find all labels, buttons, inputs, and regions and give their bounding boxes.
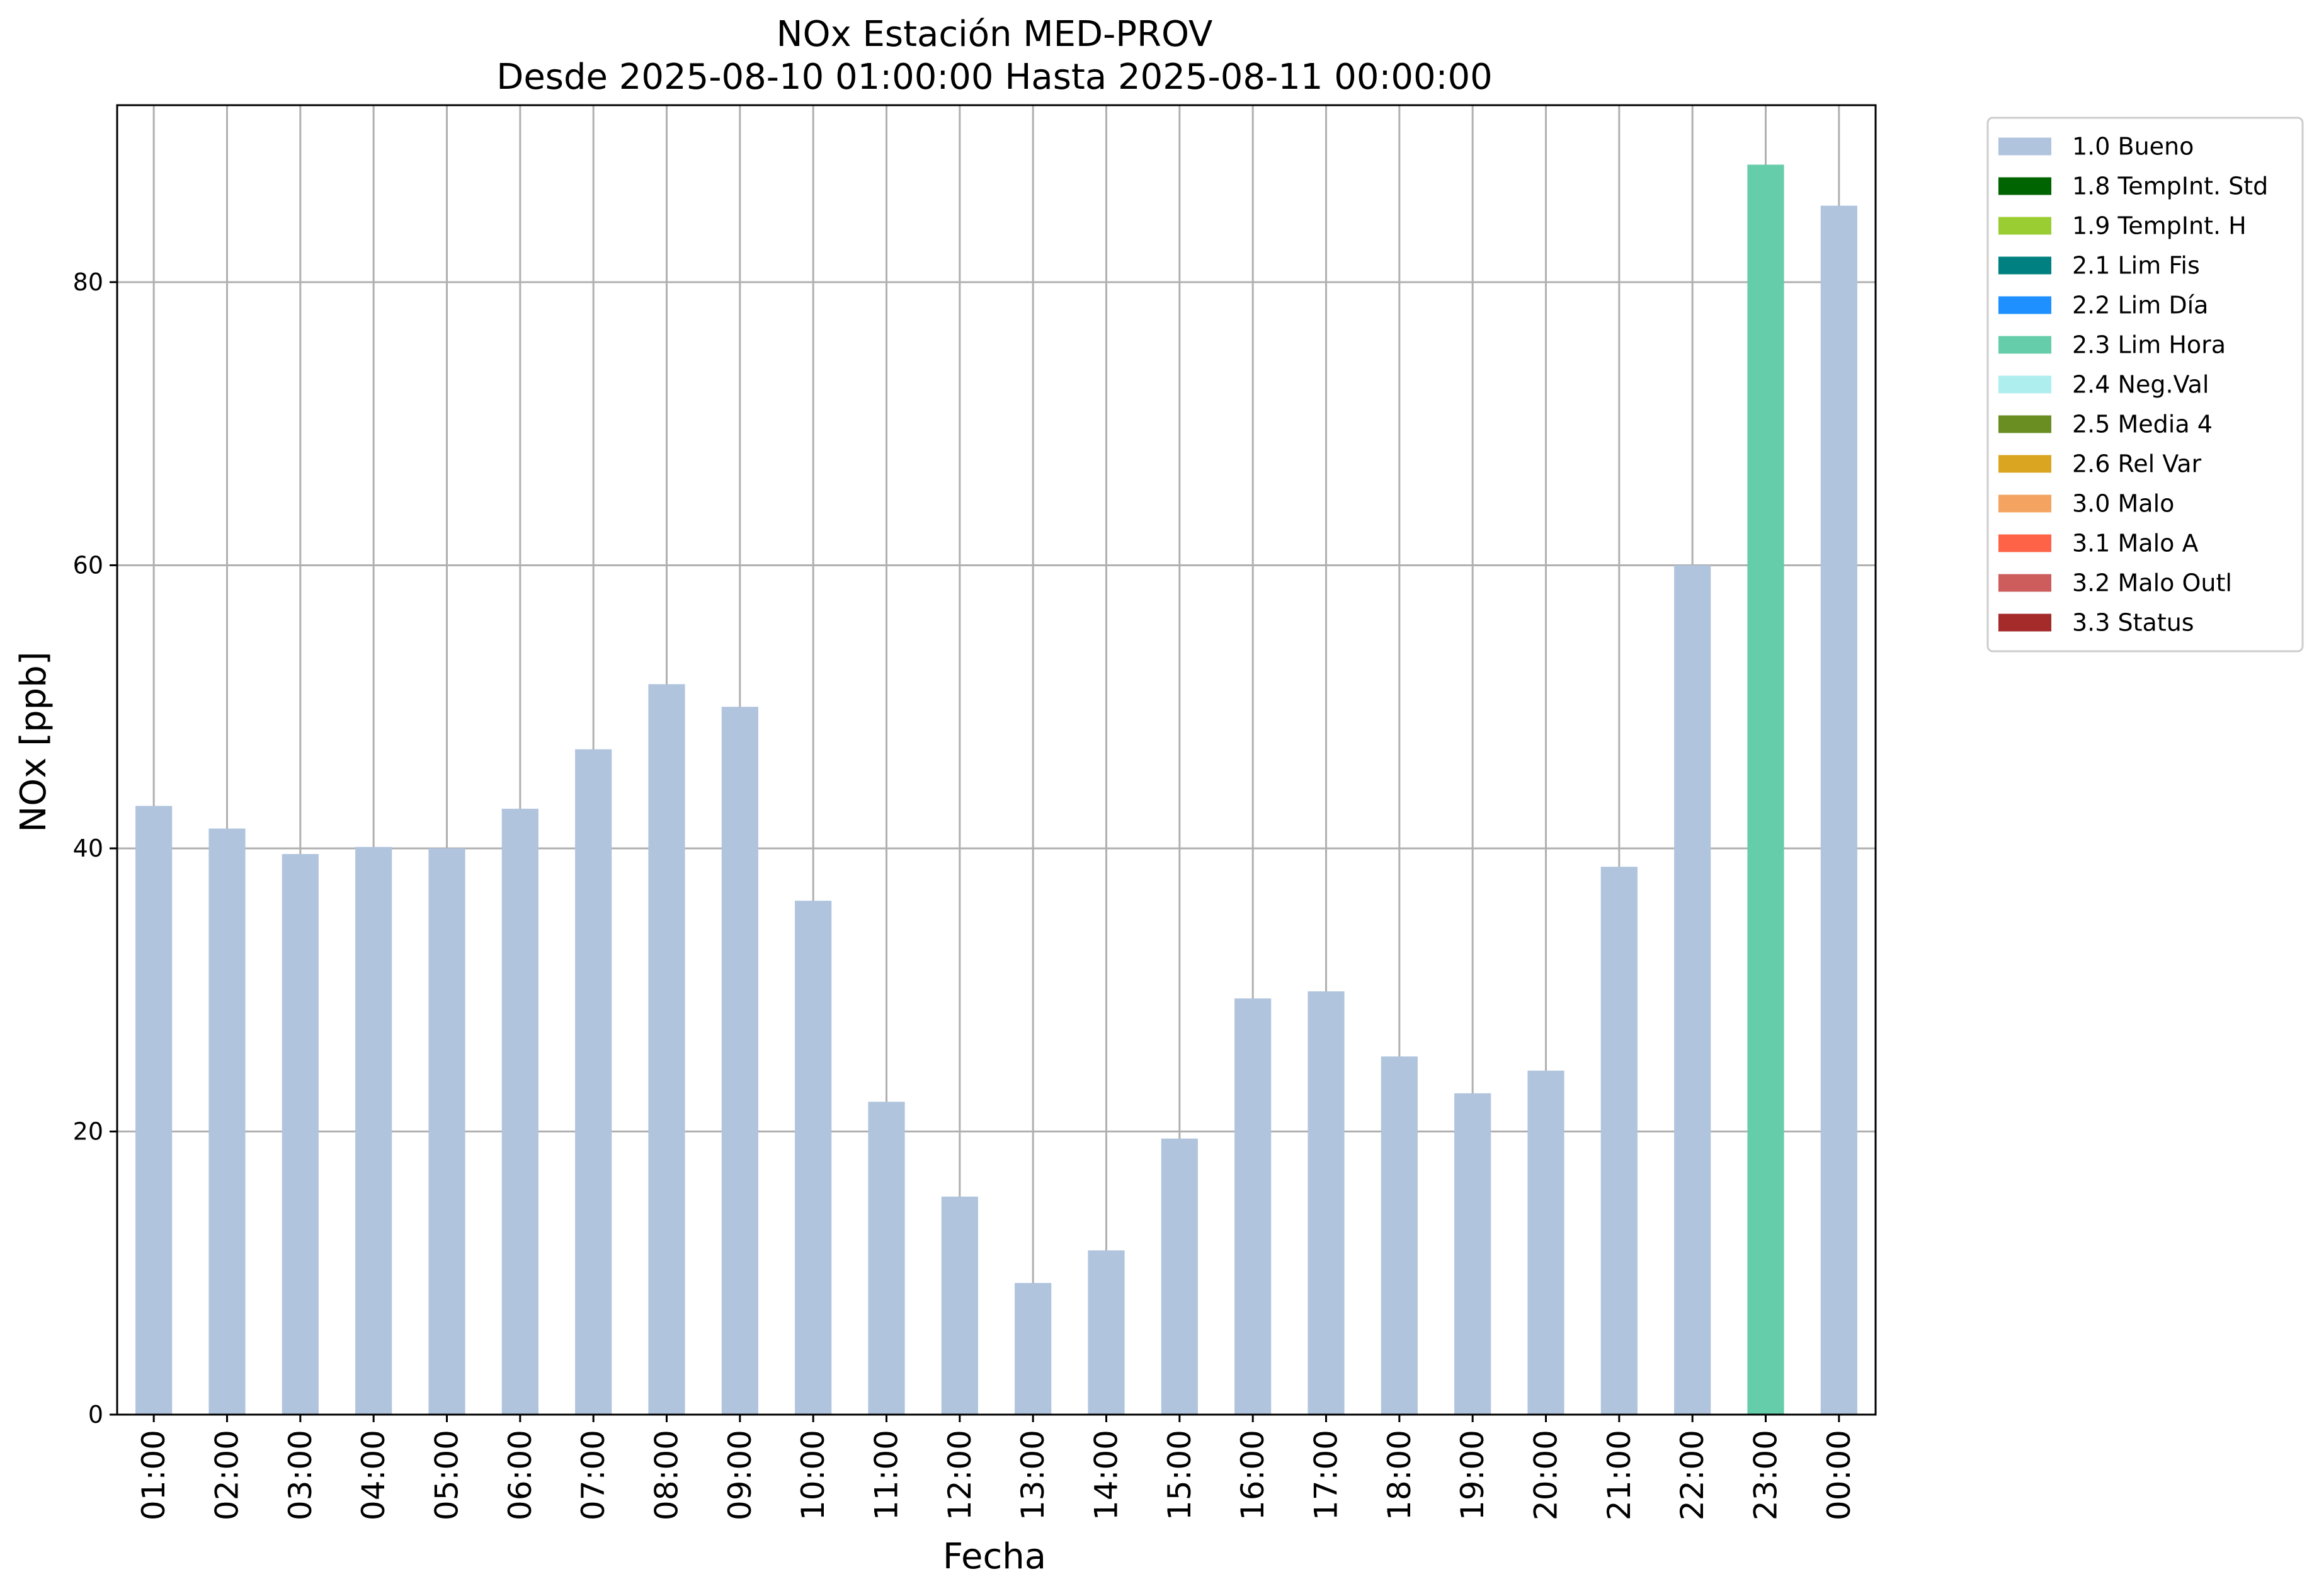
legend-label: 2.6 Rel Var — [2072, 450, 2202, 478]
x-tick-label: 18:00 — [1381, 1430, 1418, 1520]
legend-swatch — [1998, 574, 2051, 592]
legend-label: 1.8 TempInt. Std — [2072, 173, 2268, 200]
bar-2300 — [1747, 164, 1784, 1415]
x-tick-label: 15:00 — [1161, 1430, 1198, 1520]
legend-label: 3.1 Malo A — [2072, 530, 2198, 557]
x-tick-label: 04:00 — [355, 1430, 392, 1520]
x-tick-label: 13:00 — [1015, 1430, 1051, 1520]
x-tick-label: 07:00 — [575, 1430, 612, 1520]
bar-1200 — [941, 1196, 978, 1415]
x-tick-label: 21:00 — [1601, 1430, 1638, 1520]
x-tick-label: 10:00 — [795, 1430, 831, 1520]
legend-swatch — [1998, 336, 2051, 354]
bar-1700 — [1308, 991, 1345, 1415]
y-axis-ticks: 0 20 40 60 80 — [73, 268, 117, 1428]
legend-label: 2.5 Media 4 — [2072, 411, 2213, 438]
bar-0600 — [501, 809, 538, 1415]
x-tick-label: 22:00 — [1674, 1430, 1711, 1520]
bar-2000 — [1527, 1070, 1564, 1415]
legend-swatch — [1998, 455, 2051, 473]
bar-0300 — [282, 853, 319, 1415]
legend-label: 2.2 Lim Día — [2072, 292, 2208, 319]
bar-2200 — [1674, 565, 1711, 1415]
legend-swatch — [1998, 217, 2051, 235]
legend-label: 2.4 Neg.Val — [2072, 371, 2209, 399]
y-axis-label: NOx [ppb] — [13, 651, 54, 832]
bar-0500 — [428, 848, 465, 1415]
x-tick-label: 14:00 — [1088, 1430, 1125, 1520]
x-tick-label: 19:00 — [1454, 1430, 1491, 1520]
bar-1800 — [1381, 1056, 1418, 1415]
y-tick-label: 80 — [73, 268, 103, 296]
bar-1000 — [795, 901, 832, 1415]
legend-label: 2.3 Lim Hora — [2072, 331, 2226, 359]
chart-subtitle: Desde 2025-08-10 01:00:00 Hasta 2025-08-… — [496, 57, 1493, 98]
bar-0000 — [1820, 205, 1857, 1415]
legend: 1.0 Bueno 1.8 TempInt. Std 1.9 TempInt. H 2… — [1986, 117, 2304, 653]
bars — [135, 164, 1857, 1415]
legend-swatch — [1998, 534, 2051, 552]
bar-0400 — [355, 846, 392, 1415]
legend-label: 1.0 Bueno — [2072, 133, 2194, 161]
y-tick-label: 20 — [73, 1117, 103, 1145]
legend-swatch — [1998, 375, 2051, 394]
bar-0700 — [575, 749, 612, 1415]
x-tick-label: 17:00 — [1308, 1430, 1345, 1520]
x-tick-label: 11:00 — [869, 1430, 905, 1520]
legend-swatch — [1998, 415, 2051, 433]
bar-1600 — [1234, 998, 1272, 1415]
legend-box — [1986, 117, 2304, 653]
legend-label: 2.1 Lim Fis — [2072, 252, 2200, 280]
bar-2100 — [1600, 867, 1638, 1415]
legend-label: 3.0 Malo — [2072, 490, 2174, 518]
x-tick-label: 20:00 — [1528, 1430, 1564, 1520]
y-tick-label: 40 — [73, 835, 103, 862]
x-tick-label: 08:00 — [649, 1430, 685, 1520]
legend-swatch — [1998, 494, 2051, 513]
y-tick-label: 60 — [73, 551, 103, 579]
x-axis-ticks: 01:00 02:00 03:00 04:00 05:00 06:00 07:00 08:00… — [135, 1415, 1857, 1520]
legend-swatch — [1998, 177, 2051, 195]
legend-swatch — [1998, 296, 2051, 314]
legend-label: 1.9 TempInt. H — [2072, 212, 2247, 240]
x-tick-label: 01:00 — [135, 1430, 172, 1520]
bar-1100 — [868, 1102, 905, 1415]
bar-0200 — [208, 828, 246, 1415]
bar-1300 — [1015, 1282, 1052, 1415]
x-axis-label: Fecha — [943, 1536, 1046, 1577]
legend-swatch — [1998, 613, 2051, 632]
x-tick-label: 16:00 — [1234, 1430, 1271, 1520]
legend-label: 3.2 Malo Outl — [2072, 569, 2232, 597]
legend-swatch — [1998, 256, 2051, 275]
x-tick-label: 09:00 — [722, 1430, 758, 1520]
y-tick-label: 0 — [88, 1401, 103, 1428]
x-tick-label: 12:00 — [942, 1430, 978, 1520]
bar-0900 — [721, 707, 758, 1415]
x-tick-label: 03:00 — [282, 1430, 319, 1520]
x-tick-label: 23:00 — [1748, 1430, 1784, 1520]
legend-label: 3.3 Status — [2072, 609, 2194, 637]
bar-0800 — [648, 684, 685, 1415]
bar-0100 — [135, 806, 173, 1415]
x-tick-label: 05:00 — [429, 1430, 465, 1520]
bar-1900 — [1454, 1093, 1491, 1415]
legend-swatch — [1998, 137, 2051, 156]
x-tick-label: 02:00 — [209, 1430, 246, 1520]
x-tick-label: 06:00 — [502, 1430, 538, 1520]
chart-title: NOx Estación MED-PROV — [777, 14, 1213, 55]
bar-1400 — [1088, 1250, 1125, 1415]
plot-frame — [116, 104, 1877, 1416]
bar-1500 — [1161, 1138, 1198, 1415]
x-tick-label: 00:00 — [1821, 1430, 1857, 1520]
